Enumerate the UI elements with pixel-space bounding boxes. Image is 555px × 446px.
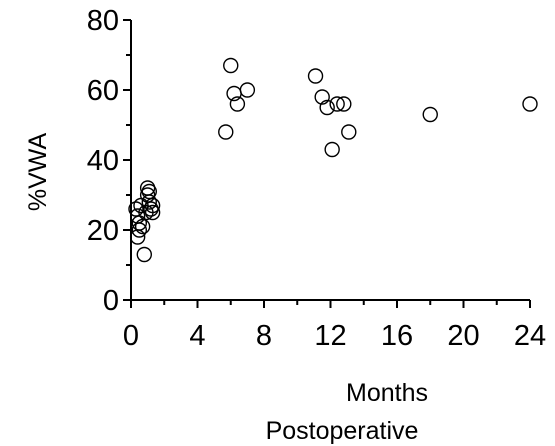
y-tick-label: 0 — [103, 285, 119, 317]
y-tick-label: 60 — [87, 75, 119, 107]
data-point — [336, 96, 352, 112]
y-axis-title: %VWA — [24, 133, 52, 212]
data-point — [329, 96, 345, 112]
x-tick-label: 4 — [189, 320, 205, 352]
data-point — [134, 218, 151, 235]
data-point — [223, 57, 239, 74]
data-point — [144, 197, 161, 214]
data-point — [218, 124, 234, 140]
data-point — [131, 222, 148, 238]
x-tick-label: 8 — [256, 320, 272, 352]
data-point — [239, 82, 256, 98]
data-points — [128, 57, 538, 263]
data-point — [128, 201, 144, 217]
data-point — [307, 68, 324, 84]
x-tick-label: 0 — [123, 320, 139, 352]
x-tick-label: 16 — [381, 320, 413, 352]
x-axis-title-line1: Months — [346, 379, 428, 407]
y-tick-label: 20 — [87, 215, 119, 247]
x-tick-label: 12 — [314, 320, 346, 352]
data-point — [319, 99, 335, 116]
axes: 0 20 40 60 80 0 4 8 12 16 20 24 — [87, 5, 546, 352]
data-point — [136, 246, 153, 263]
data-point — [141, 194, 157, 210]
x-axis-title-line2: Postoperative — [266, 417, 419, 445]
data-point — [422, 106, 438, 123]
data-point — [314, 89, 330, 105]
data-point — [522, 96, 538, 112]
y-tick-label: 40 — [87, 145, 119, 177]
x-tick-label: 24 — [514, 320, 546, 352]
data-point — [129, 229, 146, 245]
y-tick-label: 80 — [87, 5, 119, 37]
data-point — [324, 141, 340, 158]
data-point — [229, 96, 246, 112]
x-tick-label: 20 — [447, 320, 479, 352]
data-point — [141, 183, 157, 200]
data-point — [341, 124, 357, 140]
data-point — [144, 204, 161, 221]
